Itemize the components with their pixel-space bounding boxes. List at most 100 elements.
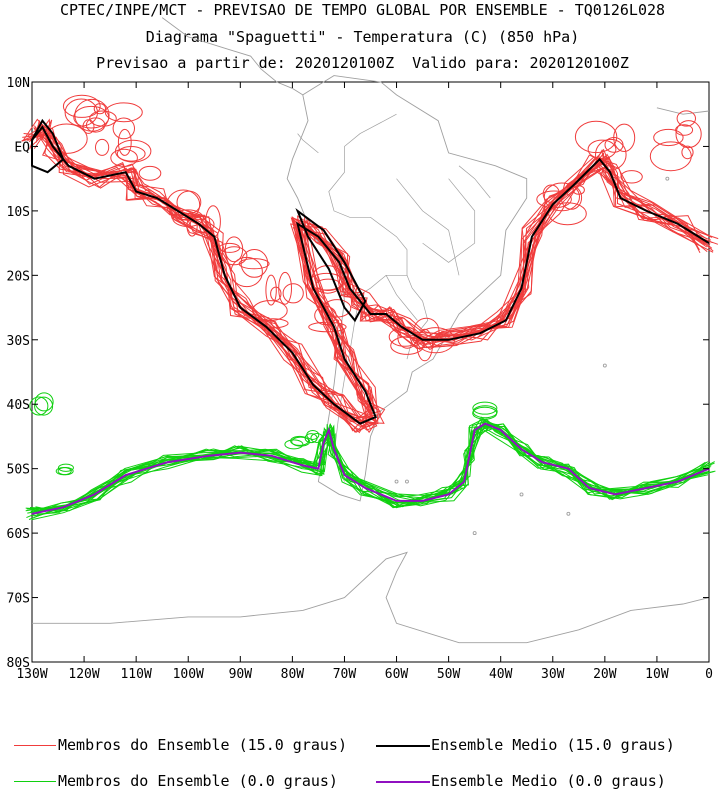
member-0-contour [36,421,706,512]
member-0-loop [34,396,54,416]
member-0-contour [35,423,708,513]
member-15-loop [308,321,347,333]
legend-label-mean-0: Ensemble Medio (0.0 graus) [431,772,666,790]
lon-tick-label: 20W [593,667,617,682]
lat-tick-label: 10S [7,205,30,220]
member-15-loop [653,128,684,147]
member-15-loop [125,167,139,189]
member-15-loop [117,128,132,156]
legend-swatch-members-0 [14,781,56,782]
member-0-loop [290,435,310,446]
mean-lines-layer [31,118,710,515]
member-15-loop [85,117,106,133]
member-15-loop [45,123,88,154]
member-15-contour [21,127,713,431]
mean-0-contour [31,422,710,515]
coast-africa [656,107,710,115]
legend-swatch-members-15 [14,745,56,746]
lon-tick-label: 110W [120,667,151,682]
mean-15-andes [295,207,367,323]
member-0-contour [37,422,707,517]
island [472,531,477,536]
member-15-loop [186,215,198,237]
member-15-loop [681,145,694,160]
lon-tick-label: 30W [541,667,565,682]
island [665,176,670,181]
island [519,492,524,497]
lon-tick-label: 80W [281,667,305,682]
member-15-loop [89,110,117,127]
member-15-loop [176,190,202,215]
member-15-loop [205,205,221,238]
member-15-loop [252,300,288,322]
lon-tick-label: 60W [385,667,409,682]
title-line-3: Previsao a partir de: 2020120100Z Valido… [96,54,629,72]
island [602,363,607,368]
member-15-loop [413,317,440,345]
legend-swatch-mean-0 [376,781,430,783]
island [394,479,399,484]
country-border [297,133,319,154]
member-15-loop [572,185,585,195]
member-15-loop [110,148,138,167]
member-15-loop [115,139,152,163]
member-15-loop [587,139,617,160]
member-15-loop [315,278,341,291]
title-line-2: Diagrama "Spaguetti" - Temperatura (C) (… [145,28,580,46]
member-15-loop [397,326,418,349]
member-15-loop [649,141,692,172]
member-0-loop [291,436,311,447]
lon-tick-label: 10W [645,667,669,682]
member-15-loop [104,102,143,123]
member-15-loop [278,271,293,305]
member-15-loop [309,272,345,291]
lon-tick-label: 90W [229,667,253,682]
lon-tick-label: 0 [705,667,713,682]
member-15-loop [676,110,696,127]
member-15-loop [172,209,204,227]
lat-tick-label: EQ [14,140,30,155]
member-0-contour [25,423,711,512]
member-15-loop [542,184,560,203]
lat-tick-label: 30S [7,334,30,349]
member-15-loop [221,246,248,266]
member-15-loop [675,124,694,136]
lat-tick-label: 10N [7,76,30,91]
lon-tick-label: 40W [489,667,513,682]
member-0-loop [306,429,320,440]
member-15-loop [189,215,215,234]
lat-tick-label: 20S [7,269,30,284]
member-15-loop [416,328,433,362]
member-15-loop [548,202,587,226]
member-15-loop [613,123,636,153]
member-15-loop [116,146,146,162]
member-0-loop [57,463,74,472]
coast-antarctica [32,551,710,644]
member-15-loop [620,170,643,184]
member-0-loop [55,467,72,476]
member-0-loop [29,396,49,416]
member-15-loop [314,305,337,326]
member-15-loop [240,249,269,278]
lat-tick-label: 70S [7,592,30,607]
member-15-loop [675,120,702,149]
member-15-loop [543,182,581,212]
title-line-1: CPTEC/INPE/MCT - PREVISAO DE TEMPO GLOBA… [59,1,666,19]
member-15-loop [257,318,289,329]
legend-label-members-0: Membros do Ensemble (0.0 graus) [58,772,338,790]
lat-tick-label: 40S [7,398,30,413]
country-border [396,178,460,276]
member-0-loop [284,439,304,450]
member-15-loop [390,336,425,355]
lat-tick-label: 60S [7,527,30,542]
member-15-loop [595,138,627,171]
legend-label-mean-15: Ensemble Medio (15.0 graus) [431,736,675,754]
lat-tick-label: 80S [7,656,30,671]
lon-tick-label: 100W [173,667,204,682]
member-15-loop [282,283,304,304]
country-border [458,165,491,199]
member-15-loop [224,236,244,263]
map-frame [31,81,710,663]
